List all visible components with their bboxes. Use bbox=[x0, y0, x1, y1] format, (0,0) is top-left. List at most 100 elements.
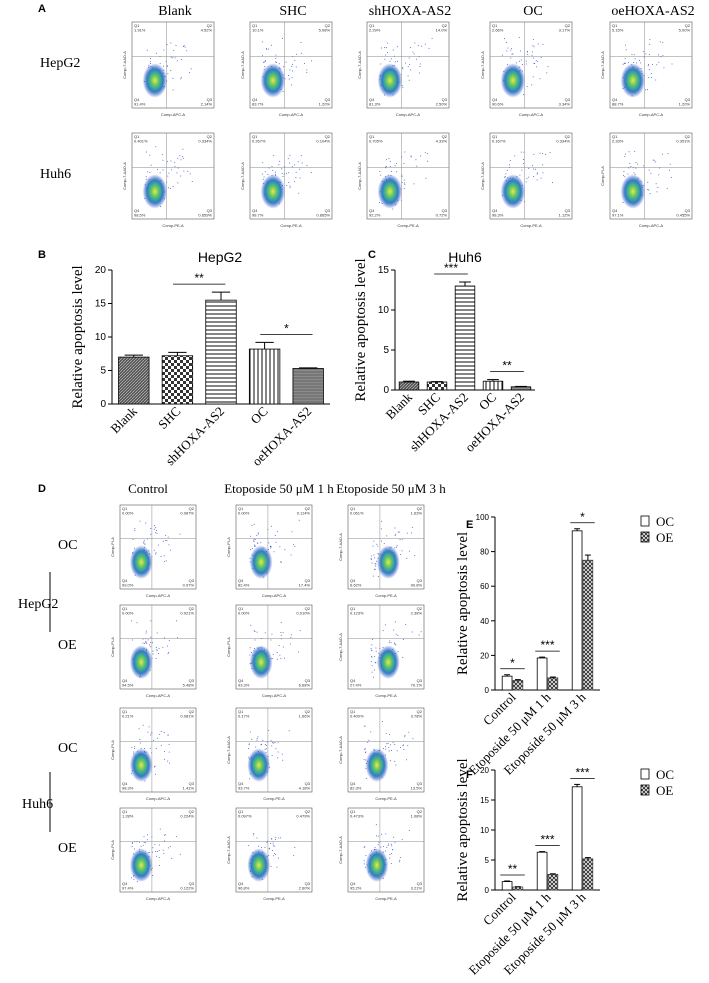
y-tick-label: 80 bbox=[480, 548, 489, 557]
cell-dot bbox=[134, 746, 136, 748]
cell-dot bbox=[306, 71, 308, 73]
cell-dot bbox=[253, 834, 255, 836]
quadrant-name: Q2 bbox=[685, 23, 691, 28]
flow-y-label: Comp-7-AAD-A bbox=[122, 51, 127, 79]
quadrant-percent: 0.00% bbox=[238, 611, 250, 616]
flow-x-label: Comp-PE-A bbox=[397, 223, 419, 228]
cell-dot bbox=[671, 63, 673, 65]
cell-dot bbox=[656, 191, 658, 193]
cell-dot bbox=[292, 544, 294, 546]
cell-dot bbox=[174, 165, 176, 167]
y-tick-label: 20 bbox=[480, 651, 489, 660]
cell-dot bbox=[534, 63, 536, 65]
cell-dot bbox=[635, 162, 637, 164]
cell-dot bbox=[625, 49, 627, 51]
cell-dot bbox=[401, 176, 403, 178]
cell-dot bbox=[364, 748, 366, 750]
cell-dot bbox=[414, 42, 416, 44]
significance-label: * bbox=[284, 321, 289, 335]
cell-dot bbox=[501, 54, 503, 56]
flow-y-label: Comp-7-AAD-A bbox=[338, 633, 343, 661]
cell-dot bbox=[157, 851, 159, 853]
cell-dot bbox=[634, 58, 636, 60]
cell-dot bbox=[270, 639, 272, 641]
cell-dot bbox=[253, 630, 255, 632]
cell-dot bbox=[274, 535, 276, 537]
cell-dot bbox=[526, 177, 528, 179]
cell-dot bbox=[278, 857, 280, 859]
cell-dot bbox=[375, 662, 377, 664]
cell-dot bbox=[291, 70, 293, 72]
cell-dot bbox=[271, 745, 273, 747]
cell-dot bbox=[247, 748, 249, 750]
cell-dot bbox=[177, 182, 179, 184]
cell-dot bbox=[282, 632, 284, 634]
cell-dot bbox=[402, 68, 404, 70]
cell-dot bbox=[397, 531, 399, 533]
cell-dot bbox=[506, 169, 508, 171]
cell-dot bbox=[163, 758, 165, 760]
cell-dot bbox=[636, 62, 638, 64]
cell-dot bbox=[386, 159, 388, 161]
quadrant-name: Q4 bbox=[492, 208, 498, 213]
cell-dot bbox=[275, 836, 277, 838]
cell-dot bbox=[405, 623, 407, 625]
cell-dot bbox=[395, 764, 397, 766]
cell-cluster bbox=[500, 63, 526, 98]
cell-dot bbox=[374, 656, 376, 658]
cell-dot bbox=[281, 168, 283, 170]
cell-dot bbox=[370, 661, 372, 663]
quadrant-percent: 1.20% bbox=[319, 102, 331, 107]
cell-dot bbox=[363, 846, 365, 848]
cell-dot bbox=[406, 759, 408, 761]
quadrant-percent: 6.68% bbox=[299, 683, 311, 688]
flow-plot-frame bbox=[347, 807, 425, 893]
cell-dot bbox=[274, 839, 276, 841]
x-tick-label: Blank bbox=[107, 403, 140, 436]
cell-dot bbox=[164, 560, 166, 562]
cell-dot bbox=[274, 741, 276, 743]
cell-dot bbox=[539, 78, 541, 80]
cell-dot bbox=[162, 159, 164, 161]
cell-dot bbox=[273, 154, 275, 156]
quadrant-name: Q2 bbox=[442, 23, 448, 28]
cell-dot bbox=[410, 156, 412, 158]
flow-x-label: Comp-APC-A bbox=[262, 593, 287, 598]
bar bbox=[536, 657, 548, 691]
cell-dot bbox=[549, 152, 551, 154]
cell-dot bbox=[166, 65, 168, 67]
quadrant-name: Q4 bbox=[350, 678, 356, 683]
quadrant-name: Q1 bbox=[122, 506, 128, 511]
quadrant-name: Q2 bbox=[325, 134, 331, 139]
cell-dot bbox=[174, 57, 176, 59]
cell-dot bbox=[163, 751, 165, 753]
cell-dot bbox=[136, 622, 138, 624]
cell-dot bbox=[272, 855, 274, 857]
quadrant-percent: 2.33% bbox=[612, 139, 624, 144]
quadrant-percent: 0.122% bbox=[180, 886, 194, 891]
cell-dot bbox=[420, 155, 422, 157]
quadrant-percent: 0.123% bbox=[350, 611, 364, 616]
cell-dot bbox=[414, 554, 416, 556]
cell-dot bbox=[142, 642, 144, 644]
y-tick-label: 40 bbox=[480, 617, 489, 626]
flow-x-label: Comp-APC-A bbox=[146, 693, 171, 698]
cell-dot bbox=[532, 45, 534, 47]
cell-dot bbox=[175, 836, 177, 838]
cell-dot bbox=[533, 46, 535, 48]
cell-dot bbox=[168, 652, 170, 654]
cell-dot bbox=[656, 64, 658, 66]
cell-dot bbox=[142, 724, 144, 726]
cell-dot bbox=[148, 726, 150, 728]
quadrant-name: Q1 bbox=[350, 809, 356, 814]
quadrant-name: Q3 bbox=[325, 208, 331, 213]
quadrant-name: Q3 bbox=[189, 578, 195, 583]
quadrant-percent: 1.63% bbox=[411, 511, 423, 516]
cell-dot bbox=[162, 849, 164, 851]
cell-dot bbox=[272, 742, 274, 744]
cell-dot bbox=[407, 75, 409, 77]
cell-dot bbox=[536, 173, 538, 175]
cell-dot bbox=[391, 170, 393, 172]
cell-cluster bbox=[365, 748, 389, 782]
cell-dot bbox=[183, 45, 185, 47]
